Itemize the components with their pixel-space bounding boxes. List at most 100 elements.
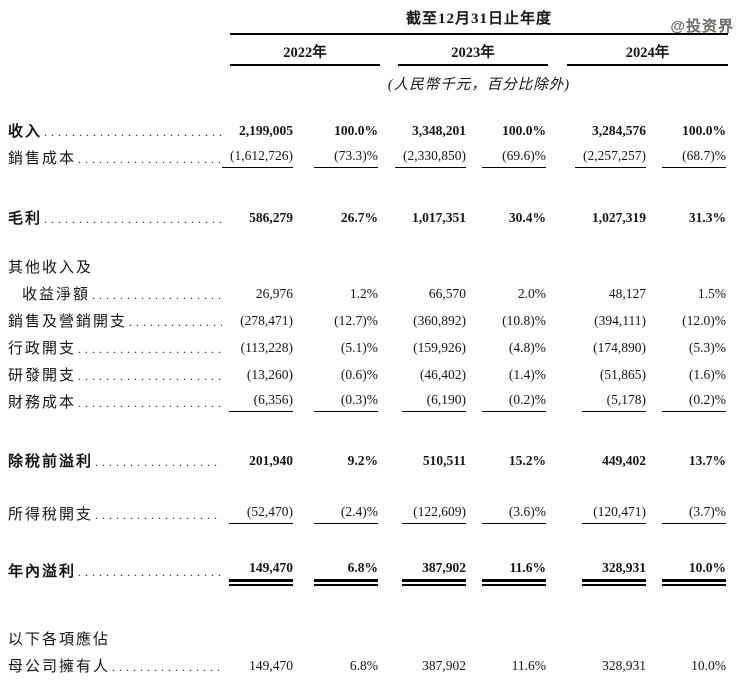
- dot-leader: [93, 455, 222, 470]
- cell-value: 328,931: [602, 657, 646, 673]
- amount-cell: 449,402: [548, 453, 648, 469]
- cell-value: 26.7%: [340, 209, 378, 225]
- amount-cell: (13,260): [222, 367, 295, 383]
- percent-cell: (12.7)%: [295, 313, 380, 329]
- cell-value: 15.2%: [508, 452, 546, 468]
- cell-value: (10.8)%: [502, 312, 546, 328]
- percent-cell: (0.3)%: [295, 392, 380, 412]
- percent-cell: 11.6%: [468, 658, 548, 674]
- row-label-text: 研發開支: [8, 368, 77, 384]
- cell-value: 449,402: [602, 452, 646, 468]
- percent-cell: (69.6)%: [468, 148, 548, 168]
- cell-value: 510,511: [422, 452, 466, 468]
- cell-value: 11.6%: [482, 560, 546, 586]
- amount-cell: 387,902: [380, 560, 468, 586]
- cell-value: 1.2%: [349, 285, 378, 301]
- cell-value: 149,470: [249, 657, 293, 673]
- amount-cell: (2,330,850): [380, 148, 468, 168]
- percent-cell: (2.4)%: [295, 504, 380, 524]
- cell-value: (2,257,257): [575, 148, 646, 168]
- percent-cell: 6.8%: [295, 560, 380, 586]
- percent-cell: 1.5%: [648, 286, 728, 302]
- amount-cell: (46,402): [380, 367, 468, 383]
- percent-cell: 13.7%: [648, 453, 728, 469]
- cell-value: 11.6%: [511, 657, 546, 673]
- cell-value: 10.0%: [662, 560, 726, 586]
- cell-value: (46,402): [419, 366, 466, 382]
- cell-value: 328,931: [582, 560, 646, 586]
- row-label-text: 毛利: [8, 211, 43, 227]
- amount-cell: 510,511: [380, 453, 468, 469]
- cell-value: 1,017,351: [412, 209, 466, 225]
- cell-value: (0.2)%: [662, 392, 726, 412]
- percent-cell: 100.0%: [295, 123, 380, 139]
- cell-value: 6.8%: [349, 657, 378, 673]
- amount-cell: (5,178): [548, 392, 648, 412]
- amount-cell: (394,111): [548, 313, 648, 329]
- dot-leader: [110, 660, 222, 675]
- dot-leader: [90, 288, 222, 303]
- percent-cell: (12.0)%: [648, 313, 728, 329]
- cell-value: (6,356): [229, 392, 293, 412]
- column-header-2024: 2024年: [625, 45, 670, 61]
- percent-cell: (5.1)%: [295, 340, 380, 356]
- cell-value: (68.7)%: [662, 148, 726, 168]
- percent-cell: (0.2)%: [648, 392, 728, 412]
- cell-value: (52,470): [229, 504, 293, 524]
- cell-value: 3,348,201: [412, 122, 466, 138]
- table-row: 除稅前溢利 201,940 9.2% 510,511 15.2% 449,402 13.7%: [8, 447, 742, 474]
- percent-cell: 2.0%: [468, 286, 548, 302]
- cell-value: 100.0%: [502, 122, 546, 138]
- row-label-text: 除稅前溢利: [8, 454, 94, 470]
- cell-value: (0.2)%: [482, 392, 546, 412]
- row-label: 財務成本: [8, 391, 222, 412]
- row-label-text: 收益淨額: [22, 287, 91, 303]
- cell-value: 9.2%: [347, 452, 378, 468]
- amount-cell: 3,284,576: [548, 123, 648, 139]
- table-rows: 收入 2,199,005 100.0% 3,348,201 100.0% 3,284,57…: [0, 117, 742, 679]
- row-label-text: 其他收入及: [8, 260, 94, 276]
- table-row: 收益淨額 26,976 1.2% 66,570 2.0% 48,127 1.5%: [8, 280, 742, 307]
- percent-cell: (68.7)%: [648, 148, 728, 168]
- row-label: 銷售成本: [8, 147, 222, 168]
- cell-value: 3,284,576: [592, 122, 646, 138]
- cell-value: (1.4)%: [508, 366, 546, 382]
- header-top-rule: [230, 33, 728, 35]
- row-label: 年內溢利: [8, 560, 222, 581]
- row-label-text: 銷售及營銷開支: [8, 314, 128, 330]
- table-row: 毛利 586,279 26.7% 1,017,351 30.4% 1,027,319 31.…: [8, 204, 742, 231]
- percent-cell: (4.8)%: [468, 340, 548, 356]
- amount-cell: (174,890): [548, 340, 648, 356]
- cell-value: (159,926): [413, 339, 466, 355]
- cell-value: 6.8%: [314, 560, 378, 586]
- dot-leader: [76, 565, 222, 580]
- amount-cell: 586,279: [222, 210, 295, 226]
- column-header-2022: 2022年: [283, 45, 327, 61]
- dot-leader: [127, 315, 222, 330]
- amount-cell: (120,471): [548, 504, 648, 524]
- amount-cell: 3,348,201: [380, 123, 468, 139]
- row-label: 研發開支: [8, 364, 222, 385]
- row-label: 行政開支: [8, 337, 222, 358]
- percent-cell: (1.4)%: [468, 367, 548, 383]
- dot-leader: [42, 125, 222, 140]
- amount-cell: 66,570: [380, 286, 468, 302]
- cell-value: (394,111): [594, 312, 646, 328]
- amount-cell: (113,228): [222, 340, 295, 356]
- amount-cell: (2,257,257): [548, 148, 648, 168]
- unit-note: (人民幣千元，百分比除外): [387, 77, 571, 93]
- column-header-2023: 2023年: [451, 45, 495, 61]
- percent-cell: (3.6)%: [468, 504, 548, 524]
- year-rule-2022: [230, 64, 380, 66]
- cell-value: (3.6)%: [482, 504, 546, 524]
- amount-cell: 1,027,319: [548, 210, 648, 226]
- cell-value: (4.8)%: [508, 339, 546, 355]
- cell-value: (360,892): [413, 312, 466, 328]
- percent-cell: (3.7)%: [648, 504, 728, 524]
- dot-leader: [76, 396, 222, 411]
- percent-cell: 1.2%: [295, 286, 380, 302]
- row-label-text: 財務成本: [8, 395, 77, 411]
- cell-value: (51,865): [599, 366, 646, 382]
- percent-cell: 100.0%: [648, 123, 728, 139]
